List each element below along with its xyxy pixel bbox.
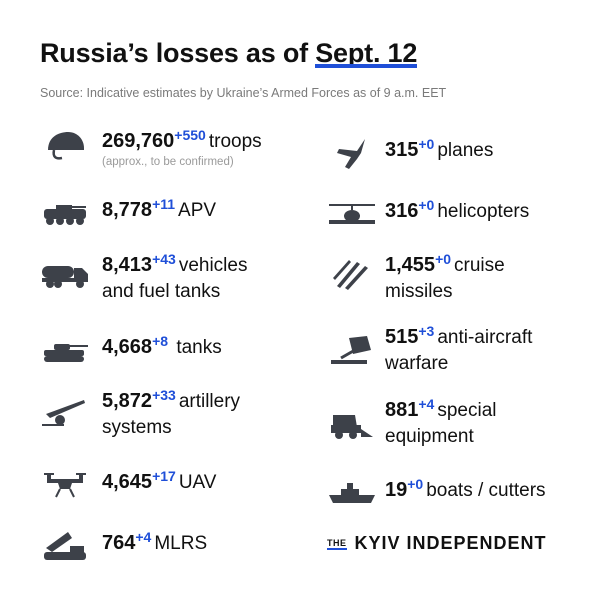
delta: +11 (152, 195, 176, 212)
label: special (437, 400, 497, 421)
label: tanks (176, 337, 222, 358)
label-line2: systems (102, 417, 172, 438)
helmet-icon (40, 128, 90, 162)
delta: +4 (418, 395, 435, 412)
artillery-icon (40, 396, 90, 430)
stat-cruise-missiles: 1,455+0 cruise missiles (327, 252, 505, 305)
stat-planes: 315+0 planes (327, 137, 493, 171)
label: APV (178, 200, 217, 221)
stat-troops: 269,760+550 troops (approx., to be confir… (40, 128, 262, 169)
delta: +8 (152, 332, 169, 349)
stat-tanks: 4,668+8 tanks (40, 334, 222, 368)
label: planes (437, 140, 494, 161)
value: 8,413 (102, 254, 153, 276)
label-line2: warfare (385, 353, 449, 374)
value: 316 (385, 200, 419, 222)
label: troops (208, 131, 262, 152)
stat-helicopters: 316+0 helicopters (327, 198, 529, 232)
fuel-truck-icon (40, 258, 90, 292)
kyiv-independent-logo: THE KYIV INDEPENDENT (327, 533, 547, 554)
mlrs-icon (40, 530, 90, 564)
subnote: (approx., to be confirmed) (102, 156, 234, 168)
loader-icon (327, 407, 377, 441)
value: 4,645 (102, 471, 153, 493)
label: boats / cutters (426, 480, 546, 501)
delta: +550 (174, 126, 206, 143)
delta: +33 (152, 386, 176, 403)
stat-anti-aircraft: 515+3 anti-aircraft warfare (327, 324, 532, 377)
stat-artillery: 5,872+33 artillery systems (40, 388, 240, 441)
value: 19 (385, 479, 408, 501)
label: anti-aircraft (437, 327, 533, 348)
value: 8,778 (102, 199, 153, 221)
tank-icon (40, 334, 90, 368)
source-note: Source: Indicative estimates by Ukraine’… (40, 86, 447, 100)
stat-special-equipment: 881+4 special equipment (327, 397, 497, 450)
jet-icon (327, 137, 377, 171)
stat-apv: 8,778+11 APV (40, 197, 216, 231)
value: 5,872 (102, 390, 153, 412)
helicopter-icon (327, 198, 377, 232)
value: 881 (385, 399, 419, 421)
label: UAV (178, 472, 217, 493)
label-line2: and fuel tanks (102, 281, 221, 302)
value: 315 (385, 139, 419, 161)
apv-icon (40, 197, 90, 231)
stat-vehicles: 8,413+43 vehicles and fuel tanks (40, 252, 247, 305)
stat-mlrs: 764+4 MLRS (40, 530, 207, 564)
logo-name: KYIV INDEPENDENT (354, 533, 547, 553)
value: 1,455 (385, 254, 436, 276)
value: 515 (385, 326, 419, 348)
label: artillery (178, 391, 241, 412)
drone-icon (40, 469, 90, 503)
value: 764 (102, 532, 136, 554)
anti-aircraft-icon (327, 334, 377, 368)
stat-boats: 19+0 boats / cutters (327, 477, 546, 511)
delta: +0 (407, 475, 424, 492)
missiles-icon (327, 258, 377, 292)
title-date: Sept. 12 (315, 38, 418, 68)
delta: +17 (152, 467, 176, 484)
delta: +0 (418, 135, 435, 152)
title-prefix: Russia’s losses as of (40, 38, 316, 68)
label: MLRS (154, 533, 208, 554)
delta: +4 (135, 528, 152, 545)
label-line2: missiles (385, 281, 453, 302)
delta: +43 (152, 250, 176, 267)
label: helicopters (437, 201, 530, 222)
page-title: Russia’s losses as of Sept. 12 (40, 38, 417, 69)
stat-uav: 4,645+17 UAV (40, 469, 216, 503)
value: 4,668 (102, 336, 153, 358)
delta: +0 (435, 250, 452, 267)
delta: +0 (418, 196, 435, 213)
value: 269,760 (102, 130, 175, 152)
logo-the: THE (327, 537, 347, 550)
label: vehicles (178, 255, 248, 276)
label: cruise (454, 255, 505, 276)
ship-icon (327, 477, 377, 511)
delta: +3 (418, 322, 435, 339)
label-line2: equipment (385, 426, 474, 447)
